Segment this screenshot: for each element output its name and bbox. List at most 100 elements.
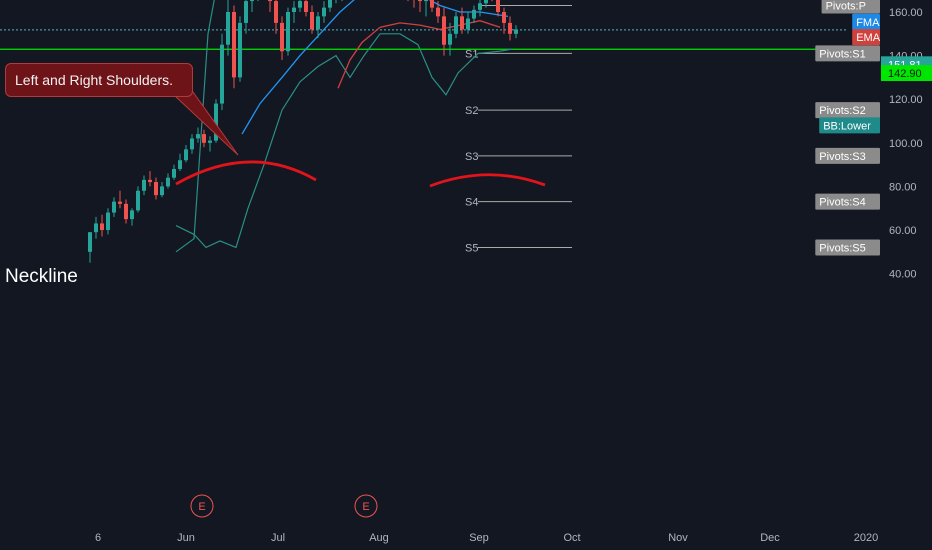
pivot-tag-text: Pivots:S1 — [819, 48, 865, 60]
candle — [407, 0, 409, 2]
candle-body — [430, 0, 434, 8]
candle-body — [328, 0, 332, 8]
candle-body — [166, 177, 170, 187]
candle — [418, 0, 422, 12]
candle-body — [214, 103, 218, 141]
candle — [112, 197, 116, 217]
candle-body — [148, 179, 152, 183]
candle — [335, 0, 337, 4]
candle-body — [274, 1, 278, 23]
candle — [226, 0, 230, 56]
candle — [322, 1, 326, 23]
candle-body — [238, 22, 242, 78]
candle-body — [178, 160, 182, 169]
candle — [430, 0, 434, 12]
x-tick-label: Nov — [668, 532, 688, 544]
y-tick-label: 120.00 — [889, 94, 923, 106]
candle — [466, 12, 470, 34]
candle-body — [184, 149, 188, 161]
y-tick-label: 60.00 — [889, 225, 917, 237]
candle — [178, 153, 182, 172]
candle-body — [310, 12, 314, 30]
candle-body — [118, 201, 122, 204]
x-tick-label: Dec — [760, 532, 780, 544]
candle — [328, 0, 332, 12]
candle — [238, 16, 242, 82]
candle — [496, 0, 500, 17]
pivot-tag-text: Pivots:P — [826, 0, 866, 12]
candle — [130, 208, 134, 226]
candle-body — [292, 7, 296, 12]
y-tick-label: 40.00 — [889, 269, 917, 281]
pivot-tag: Pivots:S5 — [815, 239, 880, 256]
candle — [514, 25, 518, 39]
x-tick-label: 6 — [95, 532, 101, 544]
candle — [166, 173, 170, 189]
pivot-tag: Pivots:S4 — [815, 193, 880, 210]
candle — [257, 0, 259, 2]
candle — [244, 0, 248, 34]
candle-body — [172, 168, 176, 178]
candle — [202, 129, 206, 148]
fma-line — [241, 0, 509, 135]
candle-body — [460, 16, 464, 30]
candle — [232, 5, 236, 89]
candle — [94, 216, 98, 239]
candle — [304, 0, 308, 17]
candle — [508, 16, 512, 41]
pivot-tag: Pivots:S2 — [815, 102, 880, 119]
candle-body — [124, 203, 128, 220]
candle — [292, 1, 296, 23]
left-shoulder-arc — [175, 160, 317, 186]
candle — [190, 134, 194, 154]
candle-body — [142, 179, 146, 191]
candle — [280, 16, 284, 60]
candle — [160, 182, 164, 198]
candle — [124, 199, 128, 224]
candle-body — [478, 3, 482, 10]
candle-body — [316, 16, 320, 30]
candle — [88, 232, 92, 263]
pivot-label: S5 — [465, 242, 478, 254]
candle — [436, 1, 440, 23]
pivot-tag: Pivots:S1 — [815, 45, 880, 62]
x-tick-label: 2020 — [854, 532, 878, 544]
candle — [154, 177, 158, 200]
candle — [148, 171, 152, 187]
candle-body — [298, 1, 302, 8]
earnings-event-marker: E — [354, 494, 378, 518]
candle-body — [100, 223, 104, 230]
candle — [484, 0, 488, 8]
candle — [424, 0, 428, 17]
candle — [220, 33, 224, 111]
candle-body — [514, 29, 518, 34]
pivot-label: S2 — [465, 105, 478, 117]
x-tick-label: Jul — [271, 532, 285, 544]
candle — [472, 5, 476, 23]
earnings-event-marker: E — [190, 494, 214, 518]
candle — [502, 7, 506, 34]
pivot-tag-text: Pivots:S2 — [819, 105, 865, 117]
event-label: E — [198, 501, 205, 513]
candle-body — [160, 186, 164, 196]
y-tick-label: 160.00 — [889, 7, 923, 19]
candle-body — [448, 33, 452, 45]
x-tick-label: Aug — [369, 532, 389, 544]
candle-body — [202, 134, 206, 143]
candle — [268, 0, 272, 12]
candle-body — [244, 1, 248, 23]
candle-body — [250, 0, 254, 2]
candle-body — [94, 223, 98, 233]
y-tick-label: 80.00 — [889, 181, 917, 193]
candle — [250, 0, 254, 12]
candle — [106, 208, 110, 235]
y-tick-label: 100.00 — [889, 138, 923, 150]
pivot-label: S1 — [465, 48, 478, 60]
candle — [454, 12, 458, 39]
candle — [316, 12, 320, 39]
candle — [310, 5, 314, 34]
candle-body — [130, 210, 134, 220]
annotation-callout: Left and Right Shoulders. — [5, 63, 193, 97]
candle-body — [502, 12, 506, 23]
